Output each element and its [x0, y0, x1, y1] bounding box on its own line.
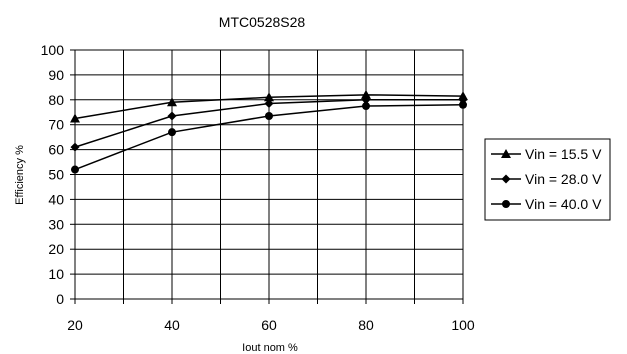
data-point [361, 95, 371, 105]
data-point [167, 111, 177, 121]
y-tick-label: 90 [48, 67, 64, 83]
y-tick-label: 100 [41, 42, 65, 58]
data-point [265, 111, 273, 120]
y-tick-label: 30 [48, 216, 64, 232]
x-tick-label: 40 [164, 317, 180, 333]
legend-item: Vin = 15.5 V [491, 146, 602, 162]
legend: Vin = 15.5 V Vin = 28.0 V Vin = 40.0 V [484, 138, 611, 221]
y-tick-label: 10 [48, 266, 64, 282]
y-tick-label: 0 [56, 291, 64, 307]
x-axis-title: Iout nom % [242, 342, 298, 354]
y-tick-label: 60 [48, 142, 64, 158]
legend-item: Vin = 40.0 V [491, 196, 602, 212]
legend-item: Vin = 28.0 V [491, 171, 602, 187]
y-tick-label: 80 [48, 92, 64, 108]
grid [74, 49, 464, 300]
x-tick-label: 80 [358, 317, 374, 333]
data-point [361, 89, 371, 99]
legend-marker [501, 149, 511, 158]
series-diamond [70, 95, 468, 152]
axes: 0 10 20 30 40 50 60 70 80 90 100 20 40 60 80 100 [41, 42, 475, 333]
series-layer [70, 89, 468, 174]
x-tick-label: 100 [451, 317, 475, 333]
data-point [167, 97, 177, 107]
x-tick-label: 60 [261, 317, 277, 333]
legend-label: Vin = 40.0 V [525, 196, 602, 212]
x-tick-label: 20 [67, 317, 83, 333]
chart-title: MTC0528S28 [219, 14, 306, 30]
data-point [362, 102, 370, 111]
data-point [168, 128, 176, 137]
y-tick-label: 20 [48, 241, 64, 257]
y-tick-label: 50 [48, 167, 64, 183]
data-point [264, 99, 274, 109]
series-triangle [70, 89, 468, 123]
y-axis-title: Efficiency % [14, 145, 26, 205]
legend-marker [501, 174, 511, 184]
legend-marker [502, 200, 510, 208]
data-point [264, 92, 274, 102]
legend-label: Vin = 28.0 V [525, 171, 602, 187]
legend-label: Vin = 15.5 V [525, 146, 602, 162]
y-tick-label: 70 [48, 117, 64, 133]
y-tick-label: 40 [48, 191, 64, 207]
